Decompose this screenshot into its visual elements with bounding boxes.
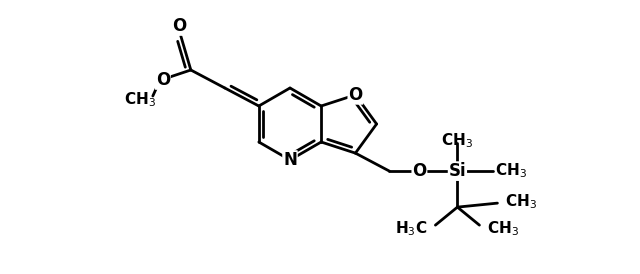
Text: H$_3$C: H$_3$C bbox=[395, 220, 428, 238]
Text: CH$_3$: CH$_3$ bbox=[495, 162, 527, 181]
Text: O: O bbox=[156, 71, 170, 89]
Text: O: O bbox=[348, 86, 362, 104]
Text: O: O bbox=[412, 162, 426, 180]
Text: N: N bbox=[283, 151, 297, 169]
Text: O: O bbox=[172, 17, 186, 35]
Text: CH$_3$: CH$_3$ bbox=[124, 90, 156, 109]
Text: CH$_3$: CH$_3$ bbox=[442, 131, 474, 150]
Text: CH$_3$: CH$_3$ bbox=[506, 193, 538, 212]
Text: CH$_3$: CH$_3$ bbox=[488, 220, 520, 238]
Text: Si: Si bbox=[449, 162, 466, 180]
